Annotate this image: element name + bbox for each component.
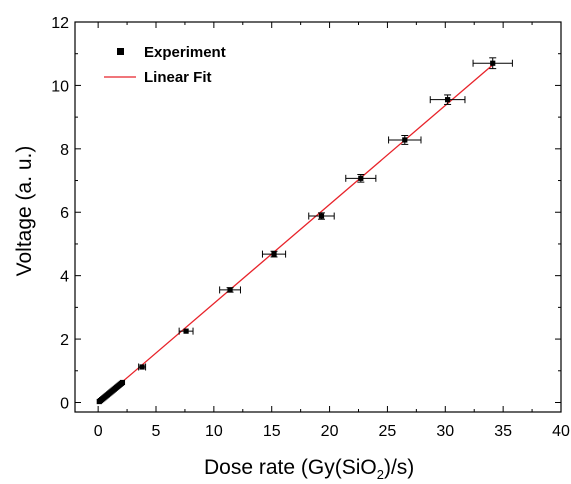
data-point bbox=[318, 213, 325, 219]
x-tick-label: 25 bbox=[379, 423, 397, 440]
x-tick-label: 10 bbox=[205, 423, 223, 440]
x-axis-title-subscript: 2 bbox=[377, 467, 384, 482]
x-axis-title-main: Dose rate (Gy(SiO bbox=[204, 456, 377, 479]
fit-line-layer bbox=[97, 63, 495, 403]
data-point bbox=[183, 328, 189, 334]
y-tick-label: 8 bbox=[60, 142, 69, 159]
x-tick-label: 20 bbox=[321, 423, 339, 440]
legend-marker-experiment bbox=[117, 48, 124, 55]
y-tick-label: 12 bbox=[51, 15, 69, 32]
error-bars-layer bbox=[138, 57, 513, 371]
axis-ticks: 0 5 10 15 20 25 30 35 40 0 2 4 6 8 10 12 bbox=[51, 15, 570, 440]
x-axis-title: Dose rate (Gy(SiO2)/s) bbox=[204, 456, 414, 482]
data-point bbox=[271, 251, 277, 257]
data-point bbox=[358, 175, 364, 181]
data-point bbox=[227, 287, 233, 293]
y-tick-label: 0 bbox=[60, 395, 69, 412]
y-tick-label: 6 bbox=[60, 205, 69, 222]
legend-label-experiment: Experiment bbox=[144, 44, 226, 61]
data-point bbox=[139, 364, 145, 370]
x-tick-label: 15 bbox=[263, 423, 281, 440]
y-axis-title: Voltage (a. u.) bbox=[13, 146, 36, 277]
plot-frame bbox=[74, 21, 562, 413]
x-tick-label: 5 bbox=[152, 423, 161, 440]
linear-fit-line bbox=[97, 63, 495, 403]
data-point bbox=[490, 60, 496, 66]
x-tick-label: 35 bbox=[494, 423, 512, 440]
data-point bbox=[445, 97, 451, 103]
legend-label-linear-fit: Linear Fit bbox=[144, 69, 212, 86]
data-point bbox=[119, 379, 126, 386]
x-axis-title-end: )/s) bbox=[384, 456, 414, 479]
y-tick-label: 2 bbox=[60, 332, 69, 349]
x-tick-label: 0 bbox=[94, 423, 103, 440]
legend: Experiment Linear Fit bbox=[104, 44, 226, 86]
y-tick-label: 4 bbox=[60, 269, 69, 286]
x-tick-label: 40 bbox=[552, 423, 570, 440]
plot-area bbox=[74, 21, 562, 413]
data-point bbox=[402, 137, 408, 143]
x-tick-label: 30 bbox=[436, 423, 454, 440]
y-tick-label: 10 bbox=[51, 78, 69, 95]
data-points-layer bbox=[96, 60, 496, 405]
